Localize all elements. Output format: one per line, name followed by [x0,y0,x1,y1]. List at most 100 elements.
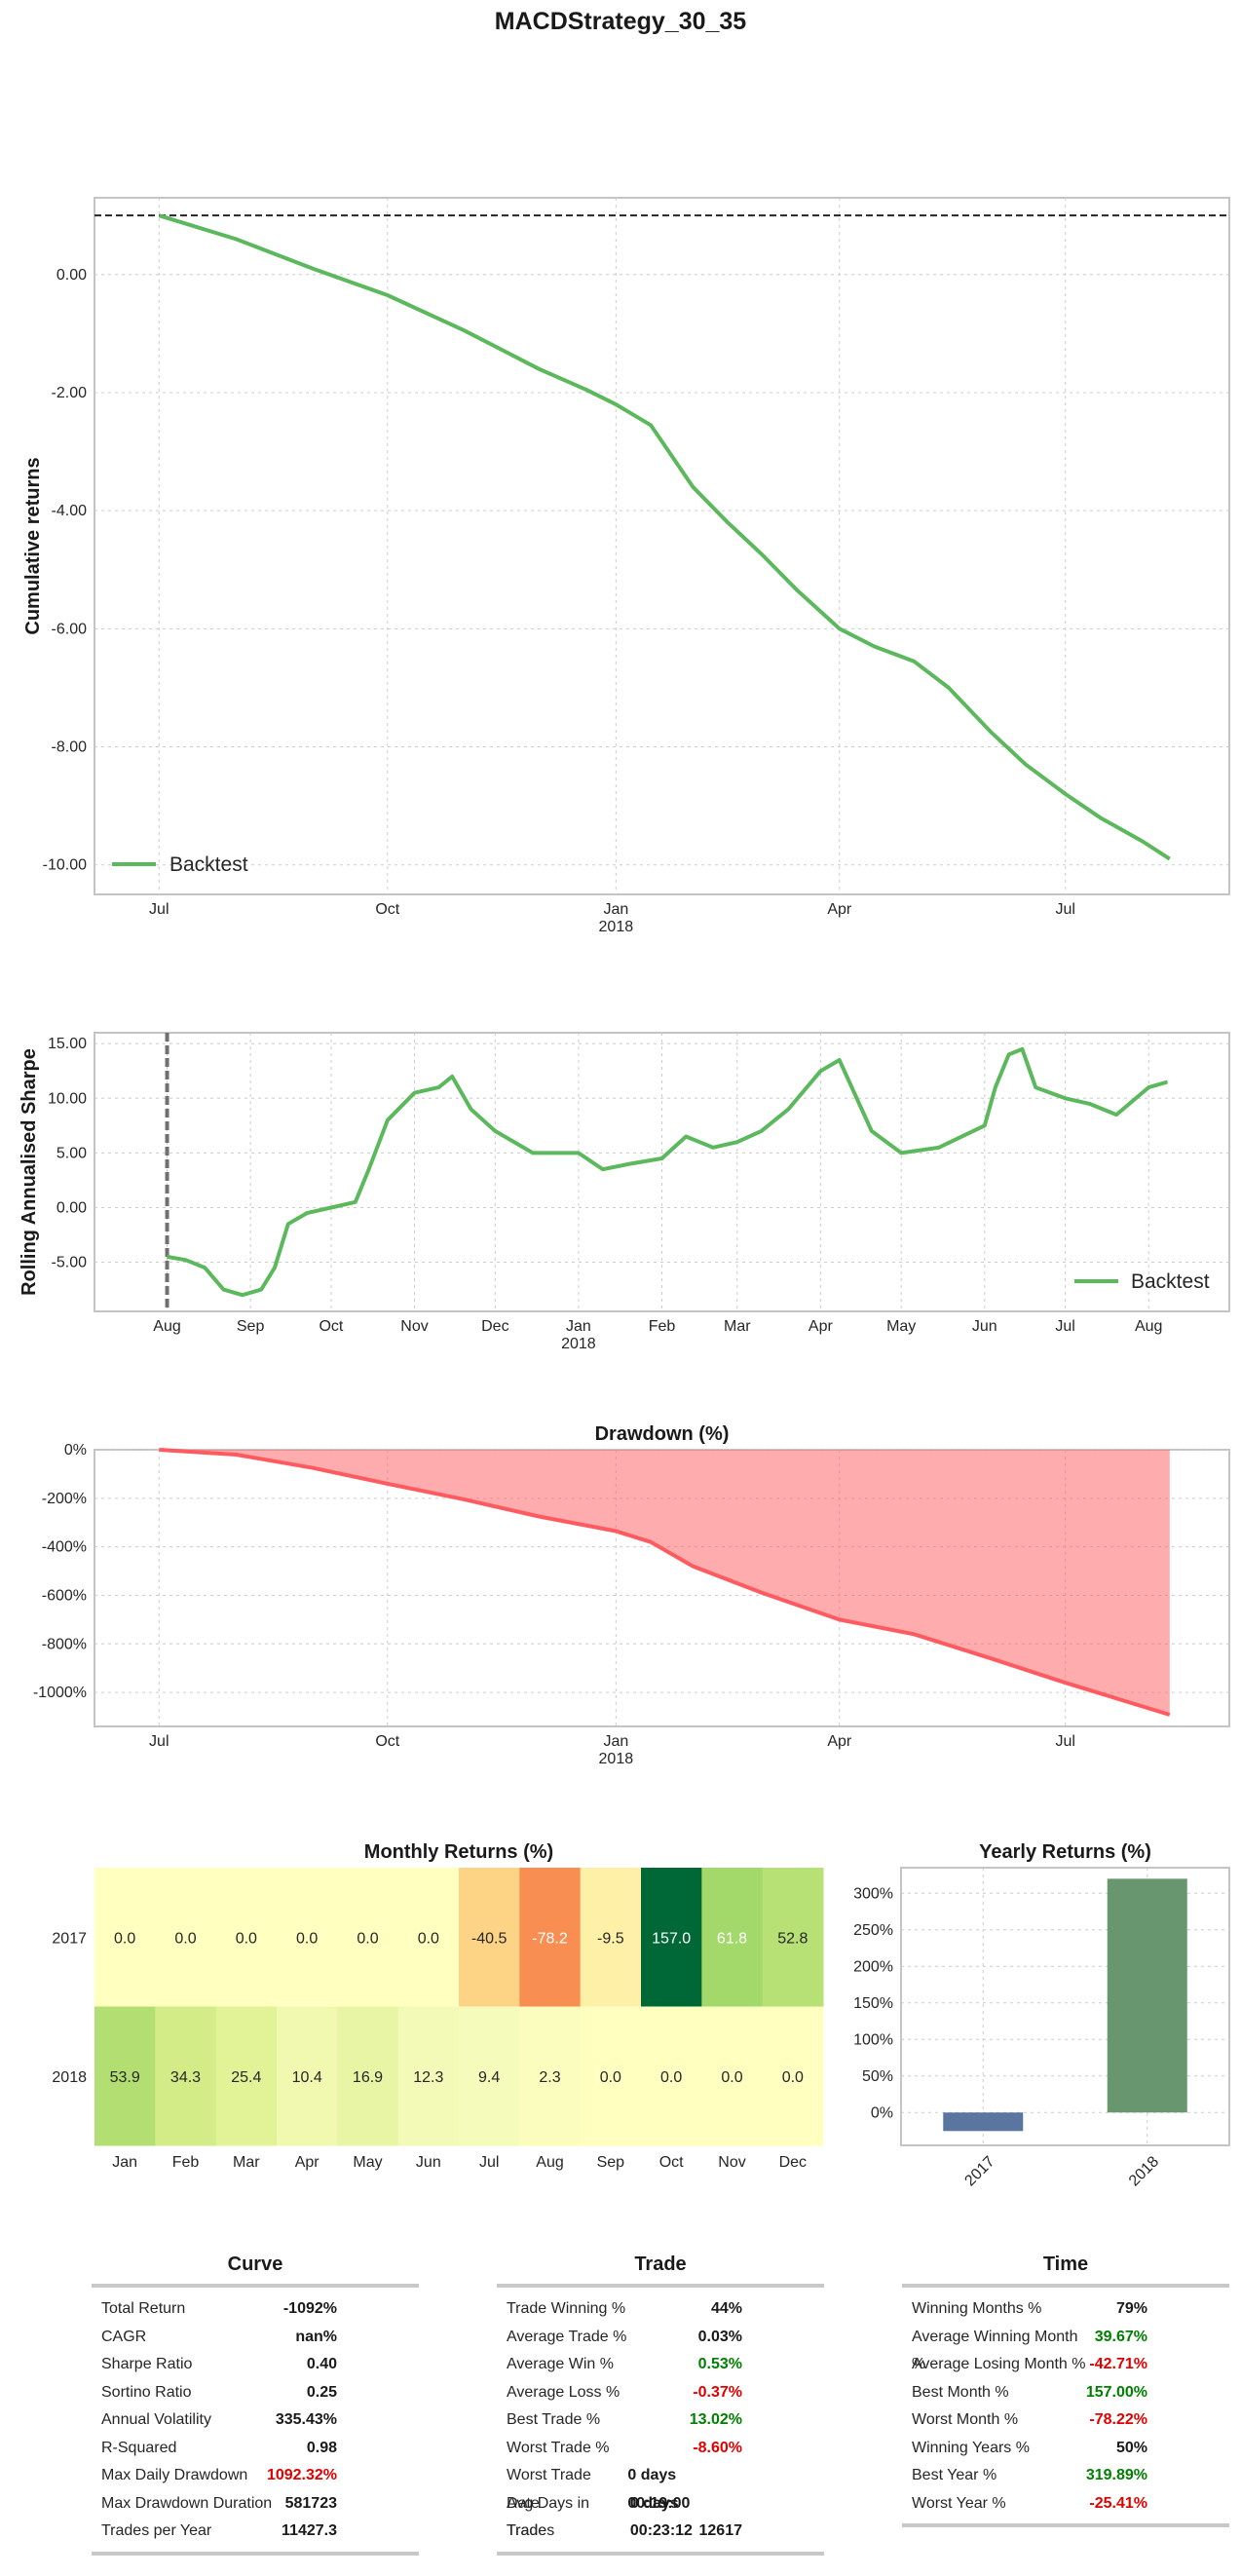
stat-row: Trade Winning % 44% [497,2295,824,2324]
stat-row: CAGR nan% [92,2324,419,2352]
y-tick-label: 100% [853,2031,893,2048]
stat-label: Average Losing Month % [912,2356,1086,2372]
stat-row: Average Losing Month % -42.71% [902,2351,1229,2379]
heatmap-cell-value: 2.3 [539,2069,560,2086]
y-axis-label: Cumulative returns [22,457,44,634]
stat-value: nan% [295,2328,337,2345]
heatmap-cell-value: -78.2 [532,1930,568,1947]
heatmap-cell [277,2006,338,2146]
heatmap-cell-value: 12.3 [413,2069,443,2086]
heatmap-cell-value: 25.4 [231,2069,261,2086]
stat-label: CAGR [101,2328,147,2345]
x-tick-label: Jan [566,1318,591,1335]
heatmap-cell [762,1868,824,2007]
monthly-returns-heatmap: Monthly Returns (%) 2017 0.0 0.0 0.0 0.0 0.0 0.… [52,1841,824,2171]
heatmap-cell-value: 0.0 [721,2069,742,2086]
trade-stats-top-rule [497,2284,824,2288]
stat-value: 1092.32% [266,2467,337,2483]
x-tick-label: 2018 [1126,2153,1162,2189]
y-tick-label: 0.00 [56,1199,87,1216]
y-tick-label: 300% [853,1885,893,1902]
heatmap-cell [459,1868,520,2007]
monthly-returns-title: Monthly Returns (%) [364,1841,553,1863]
stat-label: Sharpe Ratio [101,2356,193,2372]
row-label-2017: 2017 [52,1930,87,1947]
heatmap-cell [215,1868,278,2007]
heatmap-cell-value: 16.9 [353,2069,383,2086]
y-tick-label: -400% [42,1539,87,1556]
heatmap-cell-value: 0.0 [296,1930,318,1947]
heatmap-cell [155,2006,217,2146]
y-tick-label: -600% [42,1587,87,1604]
stat-label: Worst Trade % [507,2439,610,2456]
stat-row: Annual Volatility 335.43% [92,2406,419,2435]
stat-value: -78.22% [1089,2411,1147,2428]
report-title: MACDStrategy_30_35 [494,8,747,35]
column-label-oct: Oct [659,2154,684,2171]
y-tick-label: -800% [42,1636,87,1652]
column-label-mar: Mar [233,2154,260,2171]
legend-label: Backtest [169,853,248,876]
column-label-aug: Aug [536,2154,563,2171]
stat-row: Worst Month % -78.22% [902,2406,1229,2435]
row-label-2018: 2018 [52,2069,87,2086]
stat-label: Avg Days in Trade [507,2494,590,2540]
y-tick-label: 5.00 [56,1145,87,1161]
heatmap-cell [397,2006,460,2146]
heatmap-cell-value: 61.8 [717,1930,747,1947]
stat-label: Best Year % [912,2467,997,2483]
x-tick-label: Aug [1135,1318,1162,1335]
stat-label: Sortino Ratio [101,2383,192,2401]
heatmap-cell [580,1868,642,2007]
heatmap-cell [519,2006,582,2146]
legend-label: Backtest [1131,1270,1210,1293]
stat-label: Total Return [101,2300,186,2317]
stat-row: Max Daily Drawdown 1092.32% [92,2462,419,2490]
y-tick-label: 50% [862,2068,893,2085]
trade-stats-bottom-rule [497,2551,824,2556]
y-tick-label: -5.00 [52,1255,88,1271]
x-tick-label: Aug [153,1318,180,1335]
x-tick-label: Jan [603,1733,628,1750]
y-tick-label: -200% [42,1491,87,1507]
stat-label: Max Drawdown Duration [101,2494,273,2512]
stat-row: Total Return -1092% [92,2295,419,2324]
stat-label: Trade Winning % [507,2300,626,2317]
drawdown-chart: Drawdown (%) Jul Oct Jan Apr Jul 2018 0% -200% -4… [33,1423,1230,1767]
stat-label: Average Loss % [507,2383,620,2401]
stat-row: Average Win % 0.53% [497,2351,824,2379]
curve-stats-top-rule [92,2284,419,2288]
x-tick-year-label: 2018 [599,919,634,935]
heatmap-cell [701,1868,764,2007]
x-tick-label: Nov [400,1318,428,1335]
stat-row: Sharpe Ratio 0.40 [92,2351,419,2379]
x-tick-label: May [886,1318,916,1335]
column-label-may: May [353,2154,382,2171]
x-tick-label: Sep [237,1318,265,1335]
x-tick-year-label: 2018 [561,1336,596,1352]
heatmap-cell-value: 53.9 [110,2069,140,2086]
stat-value: -25.41% [1089,2494,1147,2512]
stat-row: Average Trade % 0.03% [497,2324,824,2352]
y-axis-label: Rolling Annualised Sharpe [19,1048,40,1296]
heatmap-cell-value: -9.5 [597,1930,624,1947]
stat-label: Worst Trade Date [507,2467,591,2512]
stat-label: Average Win % [507,2356,614,2372]
stat-value: -1092% [282,2300,337,2317]
stat-row: Sortino Ratio 0.25 [92,2379,419,2407]
heatmap-cell [641,2006,702,2146]
heatmap-cell-value: 34.3 [170,2069,201,2086]
x-tick-label: Jul [149,901,169,918]
y-tick-label: -6.00 [52,621,88,637]
column-label-nov: Nov [718,2154,745,2171]
curve-stats-title: Curve [227,2254,283,2275]
trade-stats: Trade Trade Winning % 44% Average Trade % 0… [497,2251,824,2563]
y-tick-label: 15.00 [48,1036,87,1052]
time-stats-title: Time [1042,2254,1089,2275]
heatmap-cell [94,1868,156,2007]
x-tick-label: Oct [375,1733,399,1750]
stat-value: 0.53% [697,2356,742,2372]
heatmap-cell [337,1868,399,2007]
x-tick-label: Jan [603,901,628,918]
heatmap-cell-value: 9.4 [478,2069,500,2086]
